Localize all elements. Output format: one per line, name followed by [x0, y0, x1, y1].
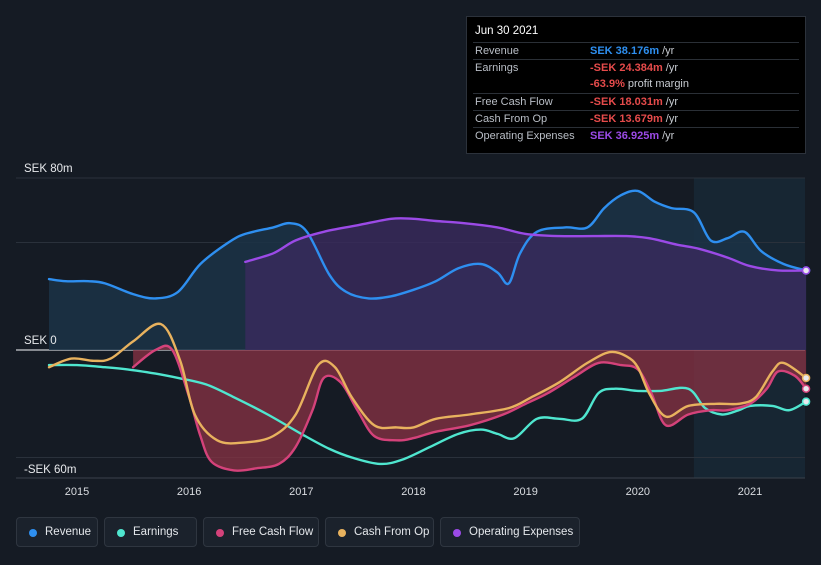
- legend-dot-icon: [216, 529, 224, 537]
- tooltip-date: Jun 30 2021: [475, 25, 539, 37]
- legend-item-revenue[interactable]: Revenue: [16, 517, 98, 547]
- tooltip-row-operating-expenses: Operating Expenses SEK 36.925m/yr: [473, 127, 799, 145]
- tooltip-unit: /yr: [665, 62, 678, 74]
- earnings-end-marker: [801, 397, 811, 406]
- tooltip-row-cash-from-op: Cash From Op -SEK 13.679m/yr: [473, 110, 799, 128]
- revenue-line: [47, 189, 808, 300]
- tooltip-value: -SEK 24.384m: [590, 62, 663, 74]
- operating-expenses-line: [244, 217, 808, 272]
- legend-label: Earnings: [133, 526, 179, 538]
- tooltip-unit: /yr: [665, 113, 678, 125]
- legend-item-free-cash-flow[interactable]: Free Cash Flow: [203, 517, 319, 547]
- legend-dot-icon: [453, 529, 461, 537]
- x-tick-label: 2020: [626, 486, 650, 498]
- tooltip-value: SEK 38.176m: [590, 45, 660, 57]
- operating-expenses-end-marker: [801, 266, 811, 275]
- legend-label: Revenue: [45, 526, 92, 538]
- tooltip-row-revenue: Revenue SEK 38.176m/yr: [473, 42, 799, 60]
- tooltip-label: Earnings: [475, 62, 519, 74]
- y-axis-label: -SEK 60m: [24, 464, 76, 476]
- tooltip-row-earnings: Earnings -SEK 24.384m/yr: [473, 59, 799, 77]
- tooltip-row-free-cash-flow: Free Cash Flow -SEK 18.031m/yr: [473, 93, 799, 111]
- free-cash-flow-line: [131, 344, 808, 472]
- tooltip-label: Operating Expenses: [475, 130, 575, 142]
- cash-from-op-line: [47, 322, 808, 445]
- x-tick-label: 2019: [513, 486, 537, 498]
- earnings-line: [47, 363, 808, 466]
- cash-from-op-end-marker: [801, 373, 811, 383]
- legend-item-earnings[interactable]: Earnings: [104, 517, 197, 547]
- legend-label: Operating Expenses: [469, 526, 574, 538]
- free-cash-flow-end-marker: [801, 384, 811, 393]
- x-tick-label: 2017: [289, 486, 313, 498]
- legend-dot-icon: [338, 529, 346, 537]
- free-cash-flow-area: [133, 345, 807, 471]
- legend-label: Free Cash Flow: [232, 526, 314, 538]
- x-tick-label: 2021: [738, 486, 762, 498]
- tooltip-label: Cash From Op: [475, 113, 548, 125]
- x-tick-label: 2015: [65, 486, 89, 498]
- tooltip-unit: /yr: [665, 96, 678, 108]
- tooltip: Jun 30 2021 Revenue SEK 38.176m/yr Earni…: [466, 16, 806, 154]
- tooltip-value: -SEK 13.679m: [590, 113, 663, 125]
- tooltip-row-profit-margin: -63.9% profit margin: [473, 76, 799, 93]
- x-tick-label: 2016: [177, 486, 201, 498]
- profit-margin-value: -63.9%: [590, 78, 625, 90]
- tooltip-value: -SEK 18.031m: [590, 96, 663, 108]
- tooltip-unit: /yr: [662, 45, 675, 57]
- legend-item-cash-from-op[interactable]: Cash From Op: [325, 517, 434, 547]
- x-tick-label: 2018: [401, 486, 425, 498]
- operating-expenses-area: [245, 218, 807, 350]
- profit-margin-label: profit margin: [627, 78, 689, 90]
- legend-label: Cash From Op: [354, 526, 430, 538]
- y-axis-label: SEK 0: [24, 335, 57, 347]
- legend-item-operating-expenses[interactable]: Operating Expenses: [440, 517, 580, 547]
- tooltip-value: SEK 36.925m: [590, 130, 660, 142]
- tooltip-label: Revenue: [475, 45, 520, 57]
- y-axis-label: SEK 80m: [24, 163, 73, 175]
- tooltip-unit: /yr: [662, 130, 675, 142]
- legend-dot-icon: [29, 529, 37, 537]
- legend-dot-icon: [117, 529, 125, 537]
- tooltip-label: Free Cash Flow: [475, 96, 553, 108]
